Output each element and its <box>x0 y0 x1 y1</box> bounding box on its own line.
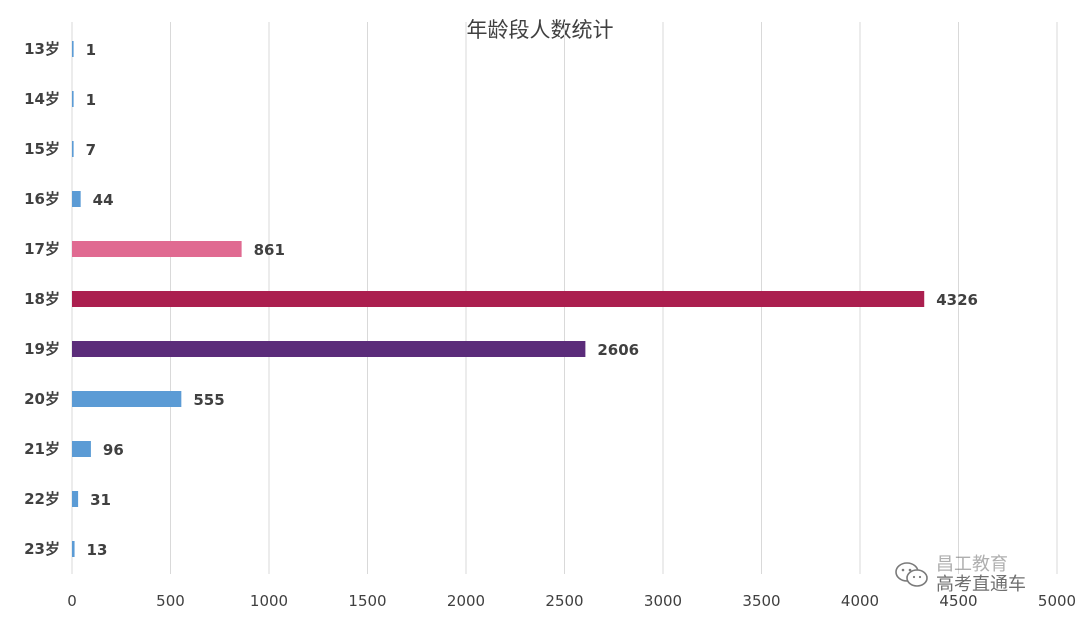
bar <box>72 191 81 207</box>
data-label: 861 <box>254 241 285 259</box>
watermark: 昌工教育 高考直通车 <box>894 555 1026 595</box>
x-tick-label: 5000 <box>1038 592 1076 610</box>
bar <box>72 541 75 557</box>
y-category-label: 15岁 <box>24 140 60 158</box>
bar <box>72 241 242 257</box>
y-category-label: 20岁 <box>24 390 60 408</box>
x-tick-label: 3500 <box>742 592 780 610</box>
bar <box>72 441 91 457</box>
x-tick-label: 3000 <box>644 592 682 610</box>
y-category-label: 16岁 <box>24 190 60 208</box>
watermark-line2: 高考直通车 <box>936 574 1026 595</box>
bar <box>72 291 925 307</box>
data-label: 13 <box>87 541 108 559</box>
y-category-label: 18岁 <box>24 290 60 308</box>
chart-title: 年龄段人数统计 <box>466 18 614 42</box>
x-tick-label: 4500 <box>939 592 977 610</box>
y-category-label: 13岁 <box>24 40 60 58</box>
data-label: 2606 <box>597 341 639 359</box>
bar <box>72 141 74 157</box>
bar <box>72 341 586 357</box>
y-category-label: 23岁 <box>24 540 60 558</box>
x-tick-label: 4000 <box>841 592 879 610</box>
y-category-label: 22岁 <box>24 490 60 508</box>
x-tick-label: 500 <box>156 592 185 610</box>
y-category-label: 19岁 <box>24 340 60 358</box>
y-category-label: 17岁 <box>24 240 60 258</box>
data-label: 31 <box>90 491 111 509</box>
watermark-line1: 昌工教育 <box>936 554 1008 575</box>
x-tick-label: 2000 <box>447 592 485 610</box>
bar <box>72 91 74 107</box>
x-tick-label: 1000 <box>250 592 288 610</box>
data-label: 555 <box>193 391 224 409</box>
y-category-label: 21岁 <box>24 440 60 458</box>
x-tick-label: 0 <box>67 592 77 610</box>
data-label: 7 <box>86 141 96 159</box>
data-label: 4326 <box>936 291 978 309</box>
y-category-label: 14岁 <box>24 90 60 108</box>
bar <box>72 491 79 507</box>
wechat-icon <box>895 562 928 587</box>
bar <box>72 41 74 57</box>
data-label: 96 <box>103 441 124 459</box>
data-label: 1 <box>86 41 96 59</box>
data-label: 1 <box>86 91 96 109</box>
data-label: 44 <box>93 191 114 209</box>
x-tick-label: 2500 <box>545 592 583 610</box>
bar <box>72 391 182 407</box>
x-tick-label: 1500 <box>348 592 386 610</box>
